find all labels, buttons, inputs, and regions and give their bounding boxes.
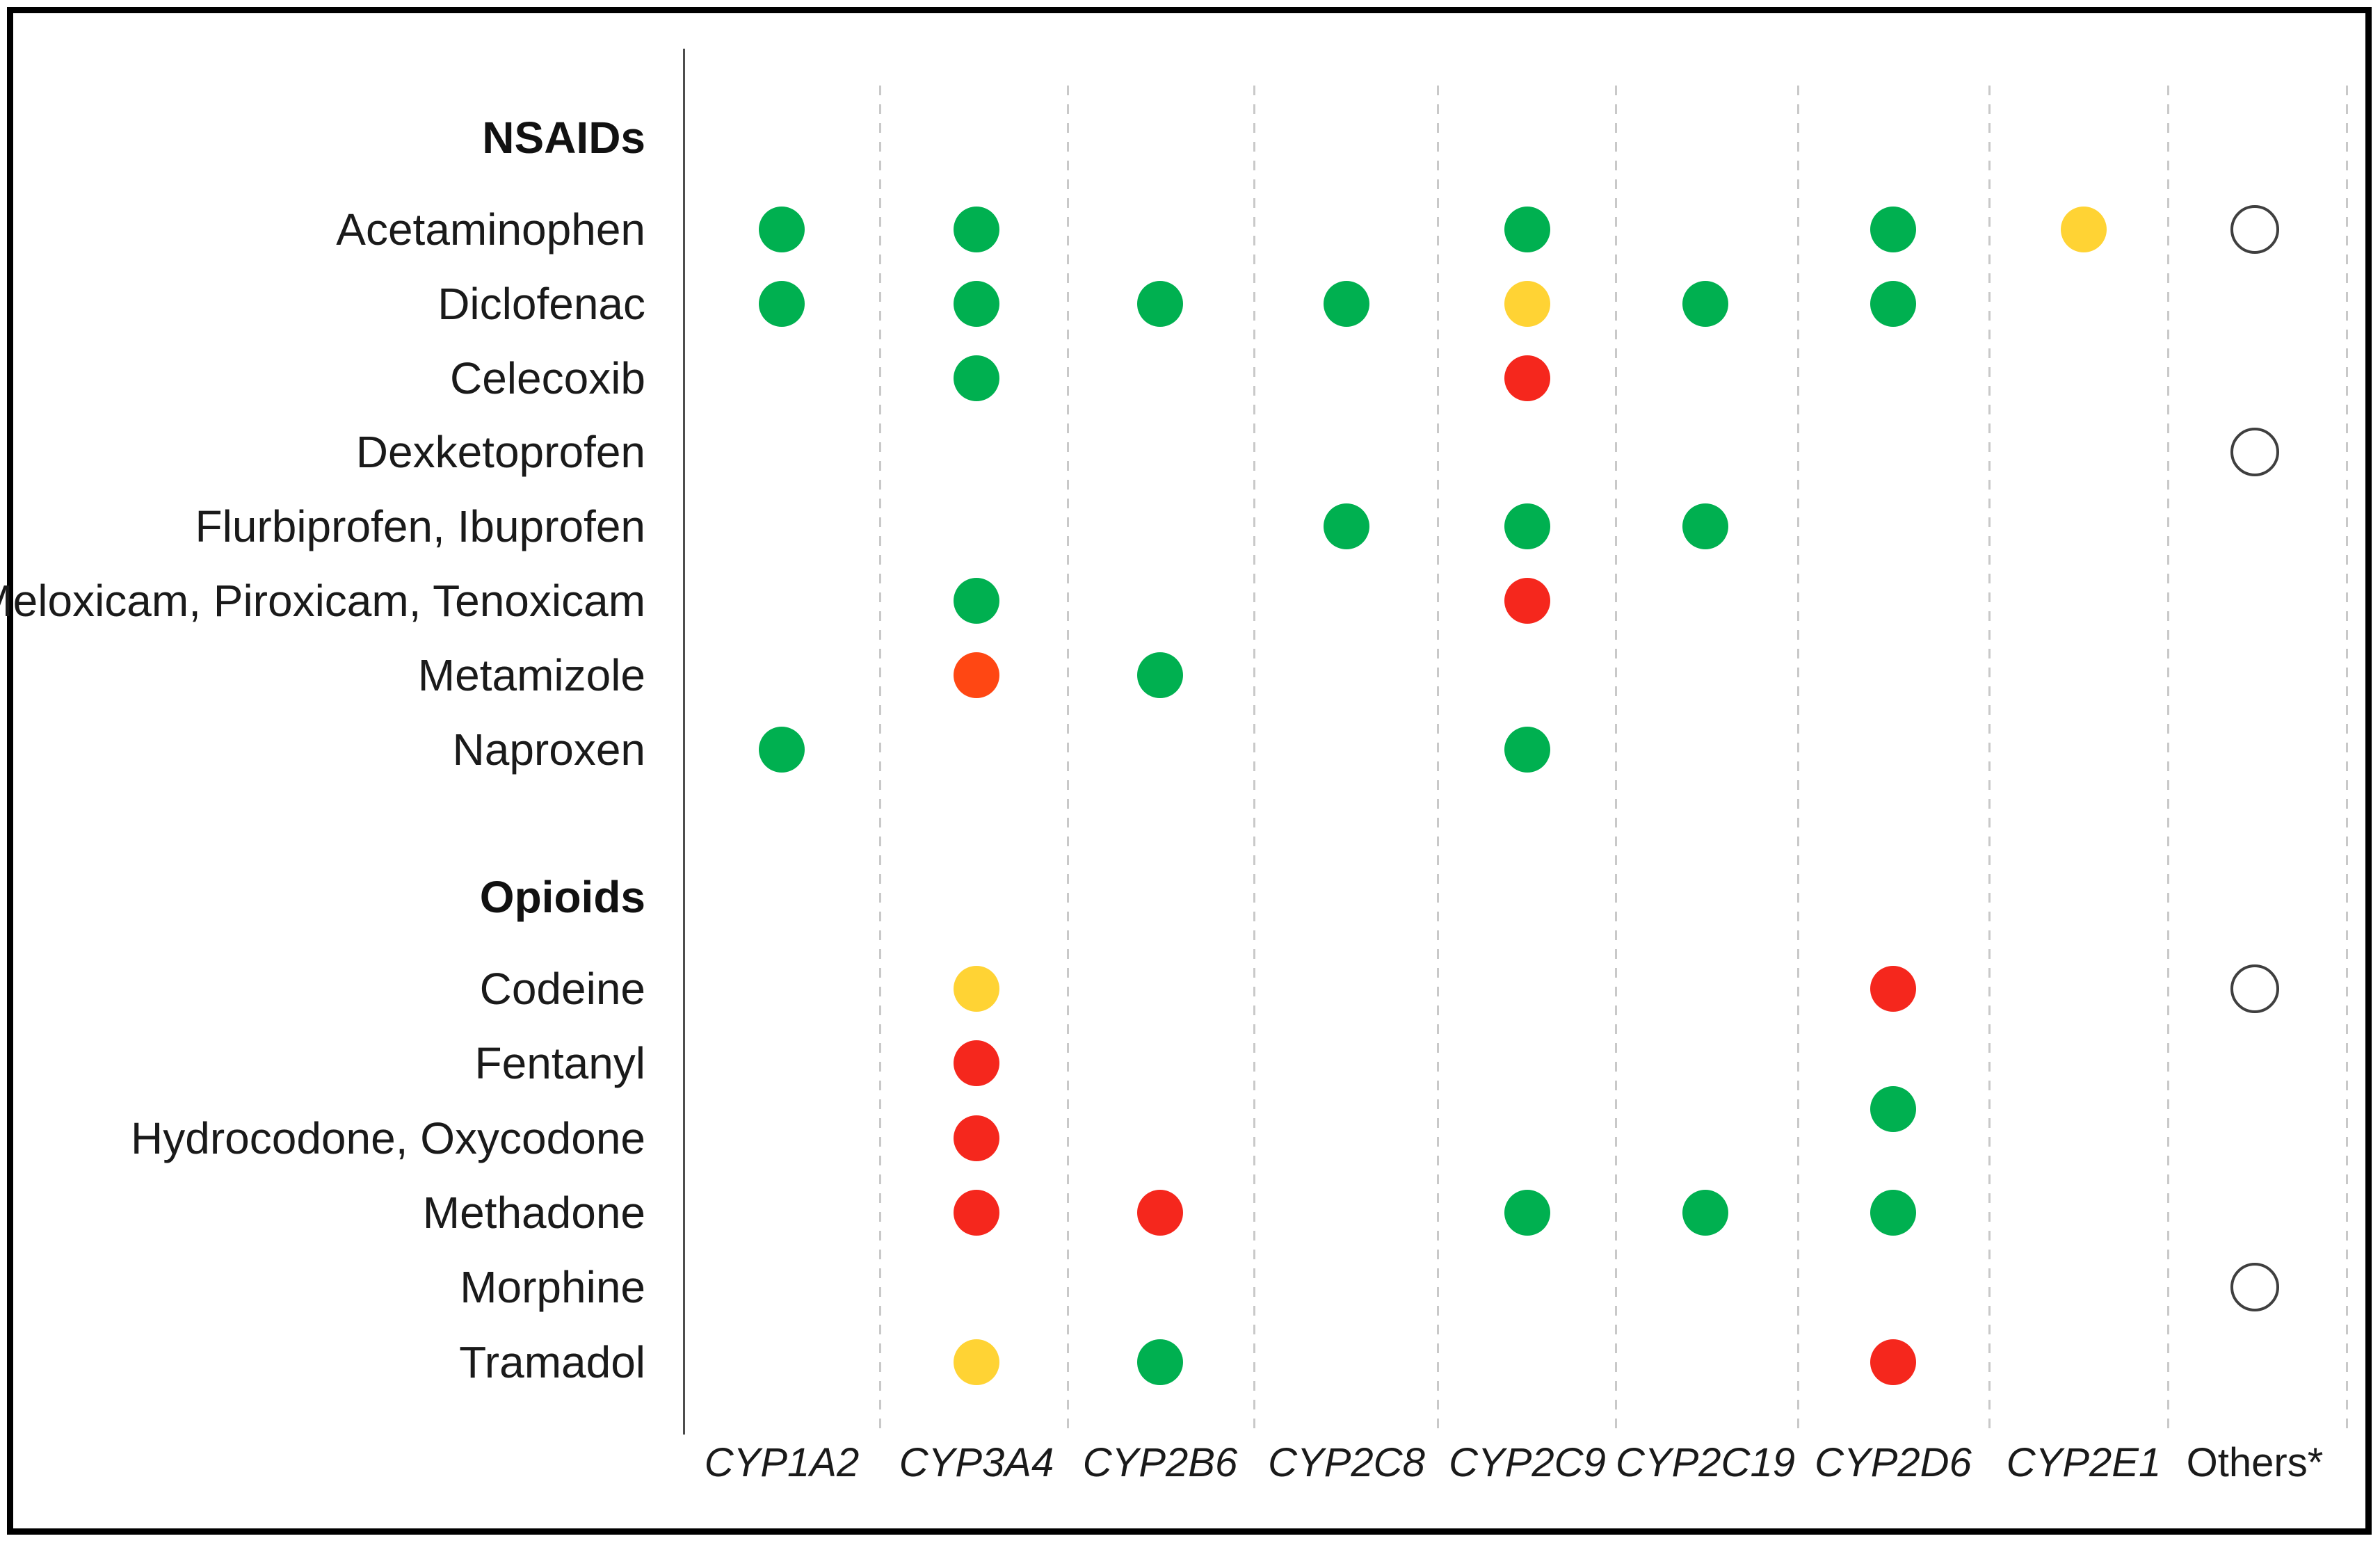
dot-red bbox=[1504, 578, 1550, 624]
dot-green bbox=[759, 281, 805, 327]
dot-green bbox=[759, 727, 805, 773]
row-label: Meloxicam, Piroxicam, Tenoxicam bbox=[0, 576, 645, 626]
dot-red bbox=[1504, 355, 1550, 401]
column-label-cyp2c8: CYP2C8 bbox=[1268, 1440, 1425, 1485]
dot-green bbox=[1324, 503, 1369, 549]
dot-red bbox=[954, 1040, 999, 1086]
section-header-nsaids: NSAIDs bbox=[482, 113, 645, 163]
dot-red bbox=[954, 1190, 999, 1236]
column-separator-line bbox=[1067, 86, 1069, 1435]
dot-green bbox=[1682, 281, 1728, 327]
dot-green bbox=[954, 281, 999, 327]
column-separator-line bbox=[2167, 86, 2169, 1435]
dot-green bbox=[1504, 207, 1550, 252]
dot-red bbox=[1137, 1190, 1183, 1236]
dot-green bbox=[759, 207, 805, 252]
column-separator-line bbox=[1988, 86, 1991, 1435]
open-dot-open bbox=[2230, 428, 2279, 476]
dot-red bbox=[954, 1115, 999, 1161]
dot-yellow bbox=[2061, 207, 2107, 252]
dot-green bbox=[1324, 281, 1369, 327]
column-label-cyp2c9: CYP2C9 bbox=[1449, 1440, 1606, 1485]
dot-green bbox=[1137, 652, 1183, 698]
column-label-cyp2b6: CYP2B6 bbox=[1082, 1440, 1238, 1485]
column-label-cyp1a2: CYP1A2 bbox=[704, 1440, 860, 1485]
dot-red bbox=[1870, 1339, 1916, 1385]
open-dot-open bbox=[2230, 1263, 2279, 1311]
column-separator-line bbox=[1797, 86, 1799, 1435]
dot-yellow bbox=[954, 966, 999, 1012]
dot-green bbox=[1137, 281, 1183, 327]
dot-green bbox=[1870, 1086, 1916, 1132]
row-label: Fentanyl bbox=[474, 1038, 645, 1088]
dot-green bbox=[1870, 281, 1916, 327]
dot-green bbox=[1870, 1190, 1916, 1236]
dot-green bbox=[954, 207, 999, 252]
dot-green bbox=[1682, 1190, 1728, 1236]
row-label: Codeine bbox=[479, 964, 645, 1014]
dot-green bbox=[1504, 727, 1550, 773]
column-separator-line bbox=[879, 86, 881, 1435]
open-dot-open bbox=[2230, 205, 2279, 254]
dot-green bbox=[1682, 503, 1728, 549]
dot-green bbox=[954, 355, 999, 401]
column-separator-line bbox=[1437, 86, 1439, 1435]
row-label: Acetaminophen bbox=[336, 204, 645, 255]
dot-green bbox=[1504, 503, 1550, 549]
dot-orange bbox=[954, 652, 999, 698]
figure-frame bbox=[7, 7, 2372, 1535]
column-label-cyp2d6: CYP2D6 bbox=[1815, 1440, 1972, 1485]
dot-yellow bbox=[1504, 281, 1550, 327]
dot-green bbox=[954, 578, 999, 624]
dot-red bbox=[1870, 966, 1916, 1012]
row-label: Diclofenac bbox=[437, 279, 645, 329]
row-label: Celecoxib bbox=[449, 353, 645, 403]
dot-green bbox=[1137, 1339, 1183, 1385]
row-label: Tramadol bbox=[459, 1337, 645, 1387]
y-axis-line bbox=[683, 49, 685, 1435]
column-label-cyp3a4: CYP3A4 bbox=[899, 1440, 1054, 1485]
row-label: Naproxen bbox=[452, 725, 646, 775]
row-label: Flurbiprofen, Ibuprofen bbox=[195, 501, 646, 551]
column-label-cyp2c19: CYP2C19 bbox=[1616, 1440, 1795, 1485]
column-separator-line bbox=[2346, 86, 2348, 1435]
column-separator-line bbox=[1253, 86, 1255, 1435]
row-label: Dexketoprofen bbox=[355, 427, 645, 477]
row-label: Morphine bbox=[460, 1262, 645, 1312]
dot-green bbox=[1870, 207, 1916, 252]
column-label-others: Others* bbox=[2186, 1440, 2324, 1485]
dot-yellow bbox=[954, 1339, 999, 1385]
row-label: Hydrocodone, Oxycodone bbox=[131, 1113, 645, 1163]
dot-green bbox=[1504, 1190, 1550, 1236]
row-label: Methadone bbox=[422, 1188, 645, 1238]
column-label-cyp2e1: CYP2E1 bbox=[2006, 1440, 2162, 1485]
row-label: Metamizole bbox=[417, 650, 645, 700]
column-separator-line bbox=[1615, 86, 1617, 1435]
open-dot-open bbox=[2230, 964, 2279, 1013]
section-header-opioids: Opioids bbox=[479, 872, 645, 922]
